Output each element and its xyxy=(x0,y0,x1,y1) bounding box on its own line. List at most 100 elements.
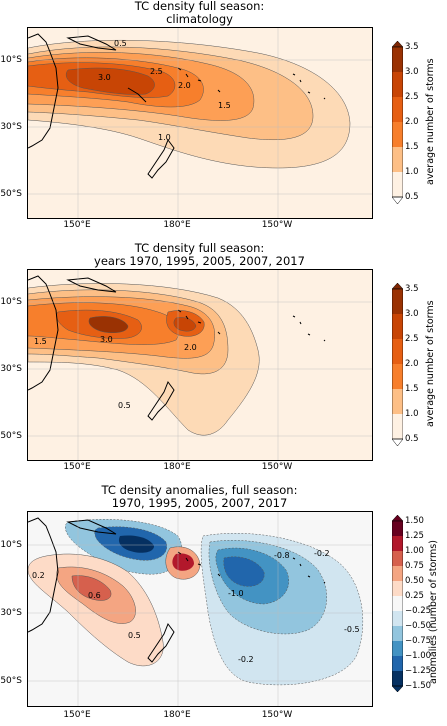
lat-label: 30°S xyxy=(0,608,22,618)
coastline-islands xyxy=(177,309,326,342)
panel-title: TC density full season: years 1970, 1995… xyxy=(28,242,371,268)
contour-label: -0.2 xyxy=(314,549,330,558)
lon-label: 150°W xyxy=(261,462,293,472)
lat-label: 10°S xyxy=(0,55,22,65)
colorbar xyxy=(391,514,404,693)
contour-label: 2.0 xyxy=(178,81,191,90)
colorbar-tick: 0.25 xyxy=(405,591,424,601)
colorbar-tick: 1.0 xyxy=(405,409,419,419)
density-map: 0.5 3.0 2.5 2.0 1.5 1.0 xyxy=(28,28,372,218)
panel-climatology: TC density full season: climatology xyxy=(0,0,447,232)
lat-label: 50°S xyxy=(0,676,22,686)
anomaly-neg-east-core xyxy=(223,556,265,587)
lon-label: 150°E xyxy=(63,220,91,230)
density-map: 3.0 1.5 2.0 0.5 xyxy=(28,270,372,460)
colorbar-tick: 2.0 xyxy=(405,359,419,369)
colorbar-tick: 1.0 xyxy=(405,167,419,177)
contour-3.0-west xyxy=(88,316,129,333)
colorbar-label: average number of storms xyxy=(425,58,436,185)
colorbar-tick: 2.5 xyxy=(405,334,419,344)
colorbar-tick: 0.75 xyxy=(405,561,424,571)
contour-label: 3.0 xyxy=(98,73,111,82)
title-line-1: TC density full season: xyxy=(134,241,265,255)
coastline-islands xyxy=(177,67,326,100)
colorbar xyxy=(391,282,404,447)
lat-label: 10°S xyxy=(0,297,22,307)
lon-label: 180°E xyxy=(163,220,191,230)
colorbar-scale xyxy=(391,282,404,447)
coastline-png xyxy=(66,277,117,293)
coastline-new-caledonia xyxy=(127,87,147,103)
colorbar-tick: 0.5 xyxy=(405,434,419,444)
coastline-png xyxy=(66,519,117,535)
panel-selected-years: TC density full season: years 1970, 1995… xyxy=(0,242,447,474)
map-selected-years: 3.0 1.5 2.0 0.5 xyxy=(27,269,373,461)
colorbar-tick: 3.0 xyxy=(405,67,419,77)
contour-label: 3.0 xyxy=(100,335,113,344)
lat-label: 30°S xyxy=(0,122,22,132)
colorbar-tick: −0.25 xyxy=(405,606,432,616)
colorbar-tick: 1.50 xyxy=(405,516,424,526)
contour-label: 0.2 xyxy=(32,571,45,580)
colorbar-scale xyxy=(391,514,404,693)
title-line-1: TC density full season: xyxy=(134,0,265,13)
colorbar-tick: 3.0 xyxy=(405,309,419,319)
lat-label: 10°S xyxy=(0,540,22,550)
map-anomalies: 0.2 0.6 0.5 -0.8 -0.2 -1.0 -0.5 -0.2 xyxy=(27,511,373,707)
panel-title: TC density full season: climatology xyxy=(28,0,371,26)
anomaly-map: 0.2 0.6 0.5 -0.8 -0.2 -1.0 -0.5 -0.2 xyxy=(28,512,372,706)
coastline-australia xyxy=(28,33,59,149)
contour-label: -1.0 xyxy=(228,589,244,598)
colorbar-scale xyxy=(391,40,404,205)
contour-label: -0.2 xyxy=(238,655,254,664)
coastline-png xyxy=(66,35,117,51)
contour-label: 2.5 xyxy=(150,67,163,76)
contour-label: -0.8 xyxy=(274,551,290,560)
contour-label: 1.5 xyxy=(218,101,231,110)
contour-label: 2.0 xyxy=(184,343,197,352)
contour-label: 0.6 xyxy=(88,591,101,600)
lon-label: 150°W xyxy=(261,710,293,720)
colorbar-tick: −1.25 xyxy=(405,666,432,676)
contour-3.0-east xyxy=(173,317,197,332)
contour-label: 0.5 xyxy=(128,631,141,640)
title-line-2: 1970, 1995, 2005, 2007, 2017 xyxy=(111,496,288,510)
colorbar-label: anomalies (number of storms) xyxy=(428,540,439,684)
coastline-nz xyxy=(147,380,175,421)
lon-label: 150°W xyxy=(261,220,293,230)
anomaly-neg-west-core xyxy=(118,535,154,553)
colorbar-label: average number of storms xyxy=(425,300,436,427)
coastline-australia xyxy=(28,275,59,391)
lat-label: 30°S xyxy=(0,364,22,374)
contour-label: 0.5 xyxy=(114,39,127,48)
coastline-islands xyxy=(177,551,326,584)
contour-label: 0.5 xyxy=(118,401,131,410)
coastline-australia xyxy=(28,517,59,633)
lat-label: 50°S xyxy=(0,431,22,441)
panel-anomalies: TC density anomalies, full season: 1970,… xyxy=(0,484,447,726)
colorbar-tick: 0.50 xyxy=(405,576,424,586)
lat-label: 50°S xyxy=(0,189,22,199)
colorbar-tick: −1.50 xyxy=(405,681,432,691)
coastline-nz xyxy=(147,138,175,179)
title-line-2: climatology xyxy=(166,12,233,26)
colorbar xyxy=(391,40,404,205)
gridlines xyxy=(28,512,372,706)
colorbar-tick: 3.5 xyxy=(405,42,419,52)
colorbar-tick: 1.00 xyxy=(405,546,424,556)
colorbar-tick: 0.5 xyxy=(405,192,419,202)
lon-label: 180°E xyxy=(163,710,191,720)
title-line-2: years 1970, 1995, 2005, 2007, 2017 xyxy=(94,254,305,268)
contour-3.0 xyxy=(65,67,155,95)
anomaly-pos-west-inner xyxy=(71,575,112,601)
contour-label: 1.5 xyxy=(34,337,47,346)
colorbar-tick: 3.5 xyxy=(405,284,419,294)
colorbar-tick: −0.75 xyxy=(405,636,432,646)
colorbar-tick: 1.5 xyxy=(405,384,419,394)
lon-label: 150°E xyxy=(63,710,91,720)
colorbar-tick: 1.25 xyxy=(405,531,424,541)
colorbar-tick: 2.0 xyxy=(405,117,419,127)
lon-label: 180°E xyxy=(163,462,191,472)
contour-label: -0.5 xyxy=(344,625,360,634)
panel-title: TC density anomalies, full season: 1970,… xyxy=(28,484,371,510)
